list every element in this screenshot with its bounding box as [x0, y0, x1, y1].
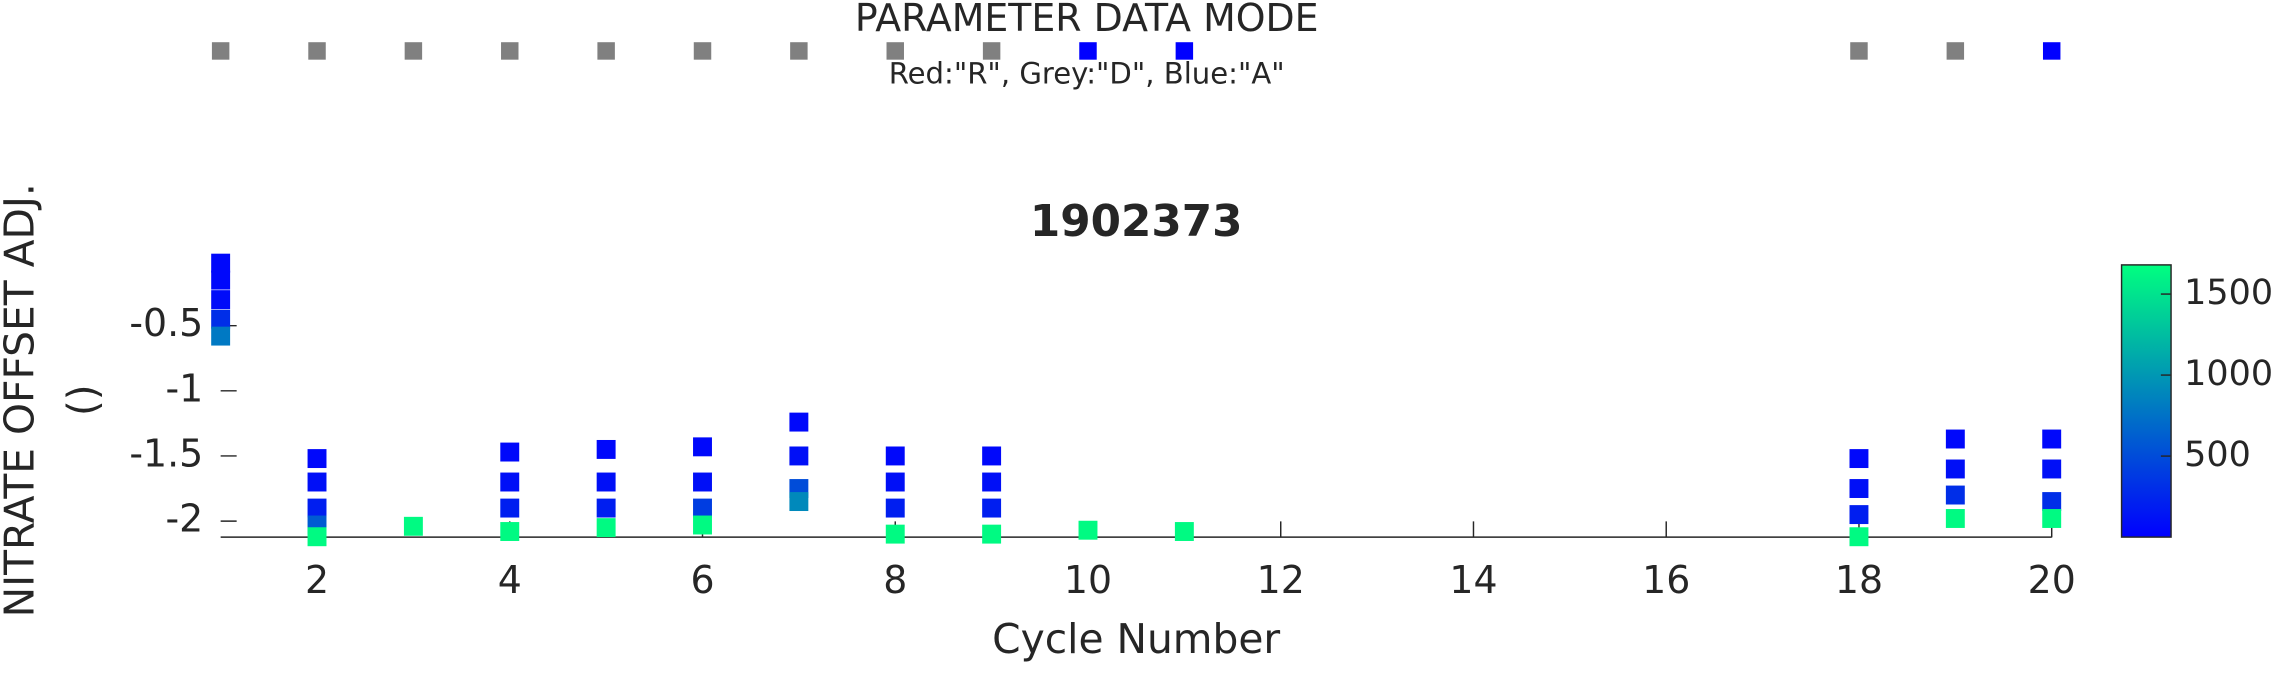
mode-marker	[790, 42, 808, 60]
x-tick-label: 16	[1642, 558, 1690, 602]
mode-marker	[404, 42, 423, 60]
strip-subtitle: Red:"R", Grey:"D", Blue:"A"	[889, 57, 1285, 91]
data-point	[693, 437, 712, 457]
data-point	[885, 524, 905, 544]
data-point	[500, 498, 520, 518]
mode-marker	[1946, 42, 1965, 60]
colorbar-tick-label: 1500	[2184, 273, 2273, 313]
mode-marker	[211, 42, 230, 60]
data-point	[307, 527, 327, 547]
x-axis-label: Cycle Number	[992, 615, 1280, 663]
data-point	[211, 253, 231, 273]
data-point	[2042, 459, 2062, 479]
data-point	[693, 472, 712, 492]
data-point	[211, 290, 231, 310]
data-point	[982, 498, 1002, 518]
y-tick-label: -0.5	[129, 301, 203, 345]
data-point	[211, 270, 231, 290]
data-point	[693, 515, 712, 535]
y-tick-label: -2	[165, 497, 203, 541]
mode-marker	[501, 42, 519, 60]
data-point	[1849, 505, 1869, 525]
data-point	[1945, 459, 1965, 479]
data-point	[1174, 522, 1194, 541]
data-point	[307, 472, 327, 492]
data-point	[789, 412, 809, 432]
data-point	[500, 442, 520, 462]
x-tick-label: 6	[690, 558, 714, 602]
data-point	[596, 439, 616, 459]
colorbar	[2120, 264, 2172, 538]
mode-marker	[982, 42, 1001, 60]
mode-marker	[597, 42, 615, 60]
colorbar-tick-label: 500	[2184, 435, 2251, 475]
chart-title: 1902373	[1030, 196, 1243, 247]
mode-marker	[1079, 42, 1097, 60]
colorbar-tick-label: 1000	[2184, 354, 2273, 394]
x-tick-label: 18	[1835, 558, 1883, 602]
data-point	[596, 498, 616, 518]
data-point	[403, 516, 423, 536]
x-tick-label: 2	[305, 558, 329, 602]
mode-marker	[308, 42, 326, 60]
x-tick-label: 10	[1064, 558, 1112, 602]
mode-marker	[693, 42, 712, 60]
data-point	[307, 498, 327, 518]
data-point	[789, 492, 809, 512]
data-point	[693, 498, 712, 518]
data-point	[596, 472, 616, 492]
data-point	[2042, 509, 2062, 528]
data-point	[885, 446, 905, 466]
data-point	[596, 518, 616, 538]
strip-title: PARAMETER DATA MODE	[855, 0, 1319, 40]
data-point	[885, 498, 905, 518]
data-point	[982, 446, 1002, 466]
mode-marker	[1850, 42, 1868, 60]
data-point	[307, 449, 327, 469]
y-tick-label: -1.5	[129, 431, 203, 475]
data-point	[1945, 429, 1965, 449]
data-point	[2042, 492, 2062, 512]
data-point	[1849, 527, 1869, 547]
data-point	[500, 472, 520, 492]
data-point	[982, 524, 1002, 544]
x-tick-label: 8	[883, 558, 907, 602]
x-tick-label: 12	[1257, 558, 1305, 602]
y-axis-label: NITRATE OFFSET ADJ.	[0, 183, 44, 617]
data-point	[1849, 479, 1869, 498]
x-tick-label: 14	[1449, 558, 1497, 602]
data-point	[1078, 520, 1098, 540]
x-tick-label: 4	[498, 558, 522, 602]
y-axis-label: ()	[58, 384, 106, 416]
data-point	[500, 522, 520, 541]
data-point	[982, 472, 1002, 492]
data-point	[885, 472, 905, 492]
data-point	[1945, 485, 1965, 505]
data-point	[1945, 509, 1965, 528]
y-tick-label: -1	[165, 366, 203, 410]
data-point	[1849, 449, 1869, 469]
data-point	[2042, 429, 2062, 449]
data-point	[789, 446, 809, 466]
data-point	[211, 326, 231, 346]
mode-marker	[2042, 42, 2061, 60]
x-tick-label: 20	[2028, 558, 2076, 602]
mode-marker	[886, 42, 904, 60]
mode-marker	[1175, 42, 1194, 60]
data-point	[211, 309, 231, 329]
